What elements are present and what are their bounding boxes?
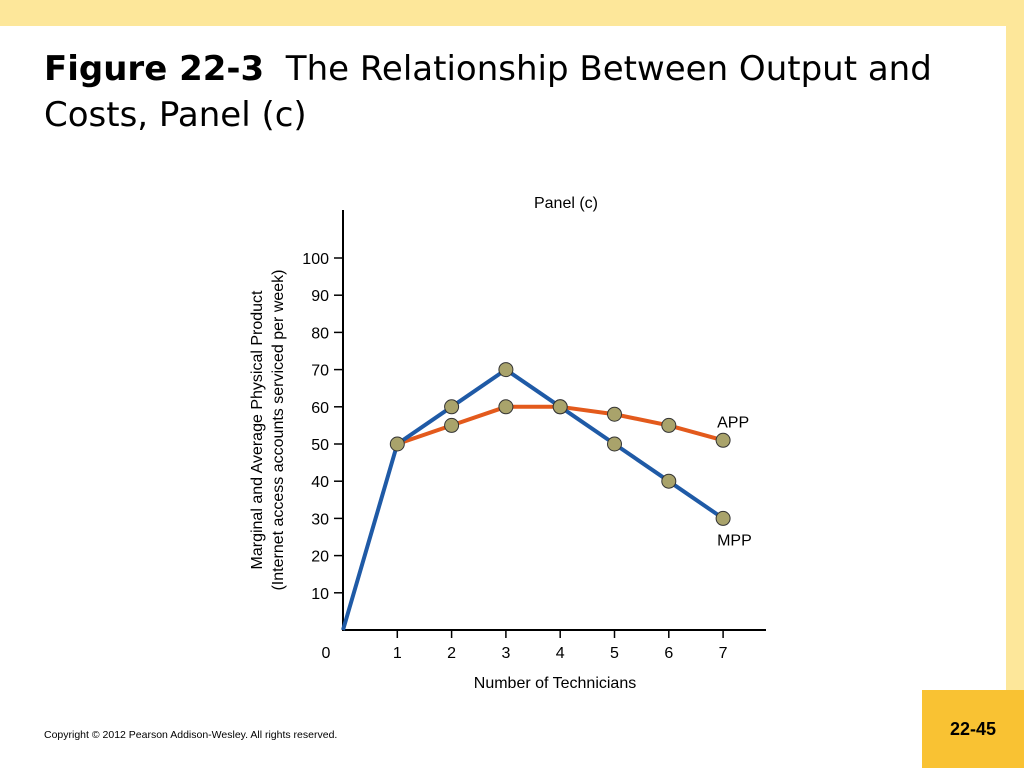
y-tick-label: 30 xyxy=(311,511,329,528)
mpp-data-point xyxy=(715,510,731,526)
app-data-point xyxy=(715,432,731,448)
x-tick-label: 6 xyxy=(664,645,673,662)
mpp-data-point xyxy=(661,473,677,489)
x-tick-label: 4 xyxy=(556,645,565,662)
app-series-label: APP xyxy=(717,414,749,431)
x-tick-label: 5 xyxy=(610,645,619,662)
slide-title: Figure 22-3 The Relationship Between Out… xyxy=(44,46,944,138)
app-data-point xyxy=(444,417,460,433)
y-tick-label: 50 xyxy=(311,437,329,454)
x-tick-label: 2 xyxy=(447,645,456,662)
figure-label: Figure 22-3 xyxy=(44,49,265,89)
y-tick-label: 20 xyxy=(311,549,329,566)
app-data-point xyxy=(661,417,677,433)
right-decorative-band xyxy=(1006,0,1024,768)
page-number-badge: 22-45 xyxy=(922,690,1024,768)
x-tick-label: 1 xyxy=(393,645,402,662)
x-tick-label: 7 xyxy=(719,645,728,662)
x-tick-label: 3 xyxy=(501,645,510,662)
top-decorative-band xyxy=(0,0,1024,26)
mpp-data-point xyxy=(607,436,622,452)
app-data-point xyxy=(498,399,514,415)
chart-title: Panel (c) xyxy=(534,195,598,212)
y-tick-label: 10 xyxy=(311,586,329,603)
mpp-series-line xyxy=(341,367,725,631)
y-tick-label: 70 xyxy=(311,363,329,380)
y-axis-label-line2: (Internet access accounts serviced per w… xyxy=(270,269,287,590)
x-tick-label: 0 xyxy=(322,645,331,662)
x-axis-label: Number of Technicians xyxy=(474,675,636,692)
mpp-data-point xyxy=(498,362,514,378)
mpp-series-label: MPP xyxy=(717,532,752,549)
figure-title-text: The Relationship Between Output and Cost… xyxy=(44,49,932,135)
y-tick-label: 90 xyxy=(311,288,329,305)
y-tick-label: 80 xyxy=(311,325,329,342)
y-tick-label: 100 xyxy=(302,251,329,268)
page-number: 22-45 xyxy=(949,718,997,739)
mpp-data-point xyxy=(444,399,460,415)
y-tick-label: 40 xyxy=(311,474,329,491)
mpp-data-point xyxy=(552,399,568,415)
app-data-point xyxy=(389,436,405,452)
y-tick-label: 60 xyxy=(311,400,329,417)
y-axis-label-line1: Marginal and Average Physical Product xyxy=(249,290,266,570)
copyright-notice: Copyright © 2012 Pearson Addison-Wesley.… xyxy=(44,729,338,741)
app-data-point xyxy=(607,406,622,422)
